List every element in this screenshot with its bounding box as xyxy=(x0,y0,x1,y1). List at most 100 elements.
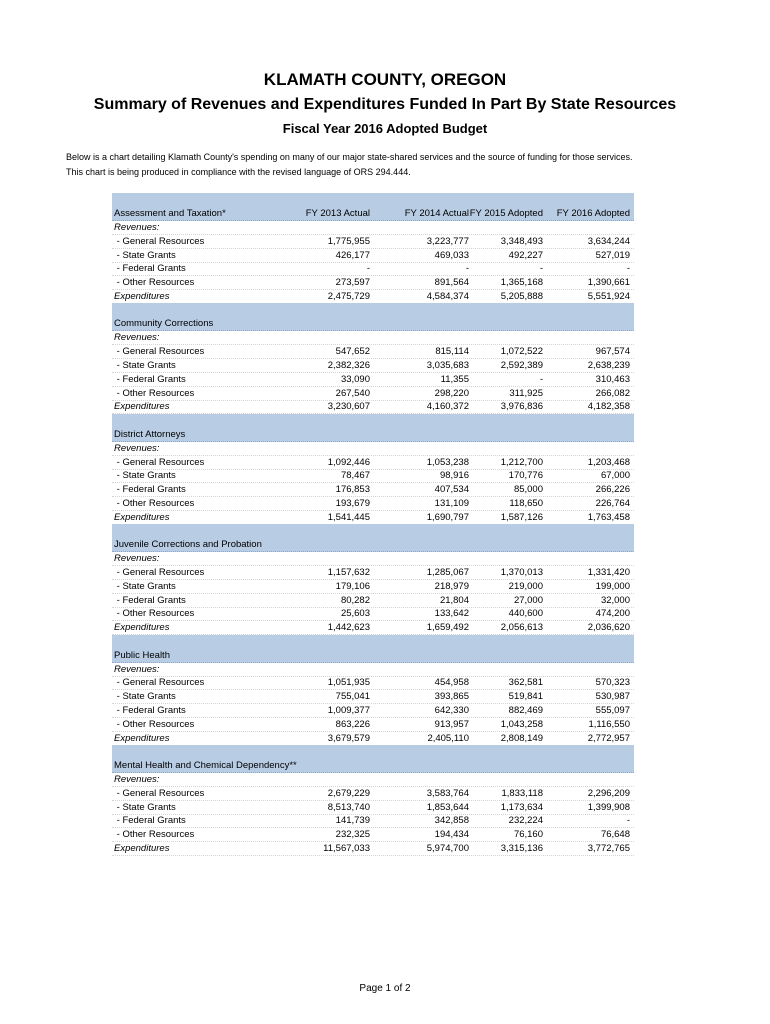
cell-value: 5,205,888 xyxy=(500,291,543,302)
cell-value: 76,648 xyxy=(600,829,630,841)
cell-value: 1,116,550 xyxy=(588,718,630,730)
row-rule xyxy=(112,275,634,277)
cell-value: 267,540 xyxy=(335,387,370,399)
cell-value: 3,315,136 xyxy=(500,843,543,854)
cell-value: 3,634,244 xyxy=(587,235,630,247)
cell-value: 219,000 xyxy=(508,580,543,592)
row-label: Expenditures xyxy=(114,843,170,854)
cell-value: 2,772,957 xyxy=(587,732,630,744)
intro-line: Below is a chart detailing Klamath Count… xyxy=(66,152,633,162)
revenues-label: Revenues: xyxy=(114,222,160,233)
row-label: - State Grants xyxy=(114,580,176,592)
section-band xyxy=(112,745,634,773)
row-rule xyxy=(112,344,634,346)
cell-value: 1,399,908 xyxy=(587,801,630,813)
cell-value: 555,097 xyxy=(595,705,630,716)
cell-value: 273,597 xyxy=(335,277,370,289)
cell-value: 2,475,729 xyxy=(327,291,370,302)
cell-value: 1,092,446 xyxy=(327,456,370,468)
cell-value: 426,177 xyxy=(335,249,370,261)
row-label: - Other Resources xyxy=(114,829,195,841)
section-band xyxy=(112,524,634,553)
cell-value: 1,285,067 xyxy=(426,567,469,578)
revenues-label: Revenues: xyxy=(114,442,160,454)
cell-value: 2,382,326 xyxy=(327,360,370,371)
cell-value: 21,804 xyxy=(439,594,469,606)
cell-value: 266,082 xyxy=(595,387,630,399)
row-rule xyxy=(112,717,634,718)
row-label: - State Grants xyxy=(114,691,176,703)
cell-value: 547,652 xyxy=(335,346,370,358)
cell-value: 1,203,468 xyxy=(587,456,630,468)
cell-value: 33,090 xyxy=(340,373,370,385)
cell-value: 131,109 xyxy=(434,498,469,509)
row-label: - State Grants xyxy=(114,470,176,482)
row-rule xyxy=(112,689,634,691)
cell-value: 85,000 xyxy=(513,484,543,496)
column-header: FY 2015 Adopted xyxy=(469,208,543,219)
row-rule xyxy=(112,289,634,291)
row-label: - General Resources xyxy=(114,677,205,689)
row-rule xyxy=(112,841,634,843)
row-label: - Federal Grants xyxy=(114,373,186,385)
cell-value: 310,463 xyxy=(595,373,630,385)
cell-value: 1,157,632 xyxy=(327,567,370,578)
row-rule xyxy=(112,730,634,732)
cell-value: 118,650 xyxy=(509,498,543,509)
cell-value: 815,114 xyxy=(435,346,469,358)
row-label: - General Resources xyxy=(114,346,205,358)
cell-value: 1,763,458 xyxy=(587,511,630,523)
cell-value: 5,551,924 xyxy=(587,291,630,302)
row-rule xyxy=(112,592,634,594)
cell-value: - xyxy=(539,263,543,275)
row-label: - Federal Grants xyxy=(114,705,186,716)
cell-value: 891,564 xyxy=(434,277,469,289)
row-label: - Other Resources xyxy=(114,608,195,620)
cell-value: 78,467 xyxy=(340,470,370,482)
cell-value: 642,330 xyxy=(434,705,469,716)
row-rule xyxy=(112,565,634,567)
row-label: - State Grants xyxy=(114,801,176,813)
row-rule xyxy=(112,510,634,511)
row-rule xyxy=(112,703,634,705)
cell-value: 311,925 xyxy=(509,387,543,399)
row-rule xyxy=(112,468,634,470)
cell-value: 967,574 xyxy=(595,346,630,358)
cell-value: 80,282 xyxy=(340,594,370,606)
row-label: - Other Resources xyxy=(114,277,195,289)
cell-value: 1,442,623 xyxy=(327,622,370,634)
row-label: - State Grants xyxy=(114,360,176,371)
cell-value: 232,325 xyxy=(335,829,370,841)
cell-value: 1,541,445 xyxy=(327,511,370,523)
row-rule xyxy=(112,358,634,360)
row-rule xyxy=(112,813,634,815)
revenues-label: Revenues: xyxy=(114,774,160,785)
cell-value: 1,053,238 xyxy=(426,456,469,468)
section-name: Mental Health and Chemical Dependency** xyxy=(114,760,297,771)
row-rule xyxy=(112,454,634,456)
intro-line: This chart is being produced in complian… xyxy=(66,167,411,177)
cell-value: 32,000 xyxy=(600,594,630,606)
cell-value: 2,056,613 xyxy=(500,622,543,634)
cell-value: 4,182,358 xyxy=(587,401,630,413)
cell-value: 1,331,420 xyxy=(587,567,630,578)
cell-value: - xyxy=(626,263,630,275)
row-label: Expenditures xyxy=(114,622,170,634)
cell-value: 527,019 xyxy=(595,249,630,261)
cell-value: 863,226 xyxy=(335,718,370,730)
cell-value: 3,035,683 xyxy=(426,360,469,371)
cell-value: 407,534 xyxy=(434,484,469,496)
cell-value: 179,106 xyxy=(335,580,370,592)
row-label: - Other Resources xyxy=(114,718,195,730)
section-band xyxy=(112,193,634,221)
row-label: - State Grants xyxy=(114,249,176,261)
revenues-label: Revenues: xyxy=(114,553,160,565)
cell-value: 232,224 xyxy=(508,815,543,827)
cell-value: 98,916 xyxy=(439,470,469,482)
section-name: Public Health xyxy=(114,649,170,661)
cell-value: 1,775,955 xyxy=(327,235,370,247)
cell-value: 25,603 xyxy=(340,608,370,620)
cell-value: 519,841 xyxy=(508,691,543,703)
cell-value: 2,808,149 xyxy=(500,732,543,744)
